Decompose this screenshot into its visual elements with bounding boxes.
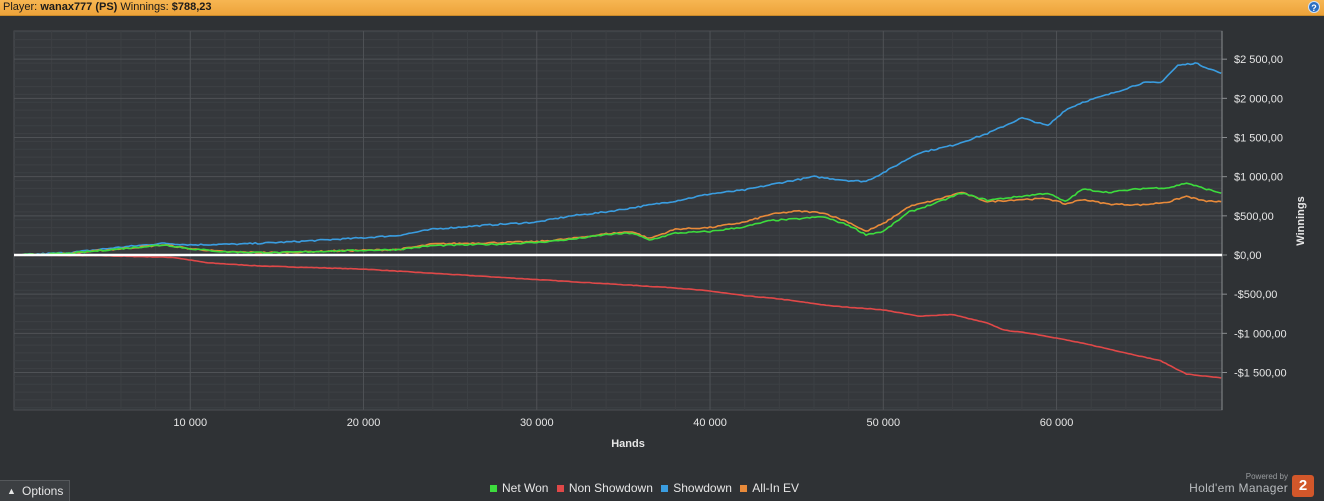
player-label: Player:: [3, 1, 38, 13]
brand: Powered by Hold'em Manager: [1189, 472, 1288, 495]
powered-by-text: Powered by: [1245, 472, 1288, 481]
y-tick-label: $2 500,00: [1234, 54, 1283, 66]
title-bar: Player: wanax777 (PS) Winnings: $788,23 …: [0, 0, 1324, 16]
x-tick-label: 20 000: [347, 417, 381, 429]
non-showdown-line: [17, 254, 1222, 379]
y-tick-label: $1 500,00: [1234, 133, 1283, 145]
y-axis-title: Winnings: [1295, 196, 1307, 245]
net-won-line: [16, 182, 1222, 256]
legend-swatch: [556, 485, 564, 492]
legend-swatch: [740, 485, 748, 492]
winnings-graph: $2 500,00 $2 000,00 $1 500,00 $1 000,00 $500…: [13, 30, 1307, 450]
player-name: wanax777 (PS): [40, 1, 118, 13]
options-label: Options: [22, 484, 64, 498]
showdown-line: [16, 62, 1222, 256]
winnings-value: $788,23: [171, 1, 212, 13]
winnings-label: Winnings:: [120, 1, 169, 13]
legend-swatch: [661, 485, 669, 492]
y-tick-label: -$500,00: [1234, 289, 1277, 301]
x-tick-label: 60 000: [1040, 417, 1074, 429]
legend-item-showdown[interactable]: Showdown: [661, 481, 732, 495]
x-tick-label: 30 000: [520, 417, 554, 429]
brand-name: Hold'em Manager: [1189, 481, 1288, 495]
legend-label: Non Showdown: [568, 481, 653, 495]
y-tick-label: $1 000,00: [1234, 172, 1283, 184]
options-button[interactable]: ▲ Options: [0, 480, 70, 501]
player-summary: Player: wanax777 (PS) Winnings: $788,23: [3, 0, 212, 15]
legend-swatch: [490, 485, 497, 492]
x-tick-label: 50 000: [866, 417, 900, 429]
y-tick-label: $2 000,00: [1234, 93, 1283, 105]
all-in-ev-line: [16, 191, 1222, 257]
x-axis-title: Hands: [611, 438, 645, 450]
y-tick-label: -$1 000,00: [1234, 328, 1287, 340]
y-tick-label: $500,00: [1234, 211, 1274, 223]
legend-label: Showdown: [673, 481, 732, 495]
help-icon[interactable]: ?: [1308, 1, 1320, 13]
legend-item-net-won[interactable]: Net Won: [490, 481, 548, 495]
legend-label: All-In EV: [752, 481, 799, 495]
x-tick-label: 10 000: [173, 417, 207, 429]
legend: Net Won Non Showdown Showdown All-In EV: [490, 481, 804, 495]
x-tick-label: 40 000: [693, 417, 727, 429]
legend-item-non-showdown[interactable]: Non Showdown: [556, 481, 653, 495]
hem2-logo-icon: 2: [1292, 475, 1314, 497]
chevron-up-icon: ▲: [7, 486, 16, 496]
legend-label: Net Won: [502, 481, 549, 495]
y-tick-label: -$1 500,00: [1234, 367, 1287, 379]
legend-item-all-in-ev[interactable]: All-In EV: [740, 481, 799, 495]
y-tick-label: $0,00: [1234, 250, 1262, 262]
